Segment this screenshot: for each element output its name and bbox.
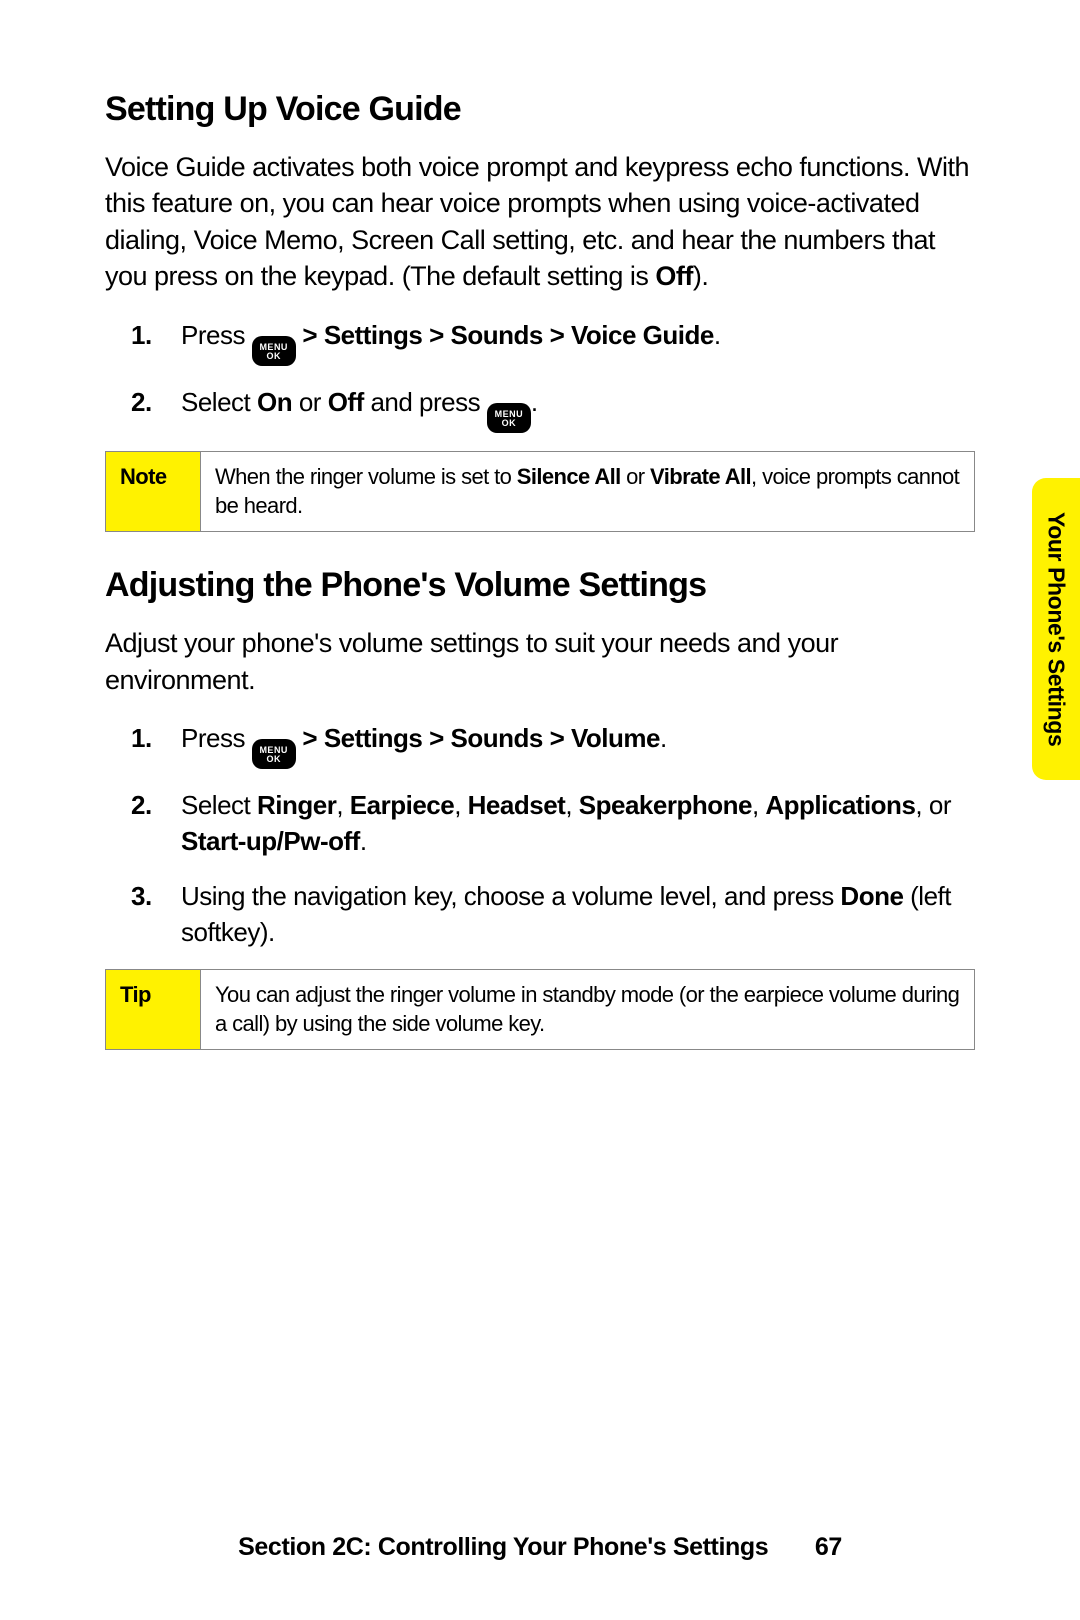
step-post: .	[660, 723, 667, 753]
step-mid: or	[292, 387, 328, 417]
step-2: 2. Select Ringer, Earpiece, Headset, Spe…	[163, 787, 975, 860]
side-tab-label: Your Phone's Settings	[1043, 512, 1070, 746]
step-bold: > Settings > Sounds > Volume	[296, 723, 660, 753]
step-b1: On	[257, 387, 292, 417]
note-label: Note	[106, 451, 201, 531]
step-2: 2. Select On or Off and press MENUOK.	[163, 384, 975, 433]
steps-voice-guide: 1. Press MENUOK > Settings > Sounds > Vo…	[105, 317, 975, 433]
note-box: Note When the ringer volume is set to Si…	[105, 451, 975, 532]
footer-section: Section 2C: Controlling Your Phone's Set…	[238, 1533, 768, 1561]
note-pre: When the ringer volume is set to	[215, 464, 517, 489]
page-content: Setting Up Voice Guide Voice Guide activ…	[0, 0, 1080, 1144]
note-body: When the ringer volume is set to Silence…	[201, 451, 975, 531]
menu-ok-icon: MENUOK	[487, 403, 531, 433]
step-post: .	[714, 320, 721, 350]
note-b2: Vibrate All	[650, 464, 751, 489]
step-num: 1.	[131, 317, 152, 353]
page-footer: Section 2C: Controlling Your Phone's Set…	[0, 1533, 1080, 1562]
tip-box: Tip You can adjust the ringer volume in …	[105, 969, 975, 1050]
heading-volume: Adjusting the Phone's Volume Settings	[105, 566, 975, 605]
step-num: 3.	[131, 878, 152, 914]
step-pre: Select	[181, 790, 257, 820]
intro-post: ).	[693, 261, 709, 291]
step-3: 3. Using the navigation key, choose a vo…	[163, 878, 975, 951]
step-bold: > Settings > Sounds > Voice Guide	[296, 320, 714, 350]
menu-ok-icon: MENUOK	[252, 739, 296, 769]
note-b1: Silence All	[517, 464, 621, 489]
step-pre: Select	[181, 387, 257, 417]
step-pre: Press	[181, 723, 252, 753]
step-num: 2.	[131, 787, 152, 823]
intro-voice-guide: Voice Guide activates both voice prompt …	[105, 149, 975, 295]
tip-label: Tip	[106, 969, 201, 1049]
menu-ok-icon: MENUOK	[252, 336, 296, 366]
step-post-pre-icon: and press	[364, 387, 487, 417]
step-post: .	[531, 387, 538, 417]
page-number: 67	[815, 1533, 842, 1562]
step-num: 2.	[131, 384, 152, 420]
step-1: 1. Press MENUOK > Settings > Sounds > Vo…	[163, 720, 975, 769]
step-num: 1.	[131, 720, 152, 756]
step-bold: Done	[840, 881, 903, 911]
step-b2: Off	[328, 387, 364, 417]
tip-body: You can adjust the ringer volume in stan…	[201, 969, 975, 1049]
heading-voice-guide: Setting Up Voice Guide	[105, 90, 975, 129]
side-tab: Your Phone's Settings	[1032, 478, 1080, 780]
steps-volume: 1. Press MENUOK > Settings > Sounds > Vo…	[105, 720, 975, 951]
intro-volume: Adjust your phone's volume settings to s…	[105, 625, 975, 698]
step-1: 1. Press MENUOK > Settings > Sounds > Vo…	[163, 317, 975, 366]
intro-bold: Off	[655, 261, 692, 291]
step-pre: Using the navigation key, choose a volum…	[181, 881, 840, 911]
step-text-pre: Press	[181, 320, 252, 350]
note-mid: or	[621, 464, 650, 489]
intro-pre: Voice Guide activates both voice prompt …	[105, 152, 969, 291]
